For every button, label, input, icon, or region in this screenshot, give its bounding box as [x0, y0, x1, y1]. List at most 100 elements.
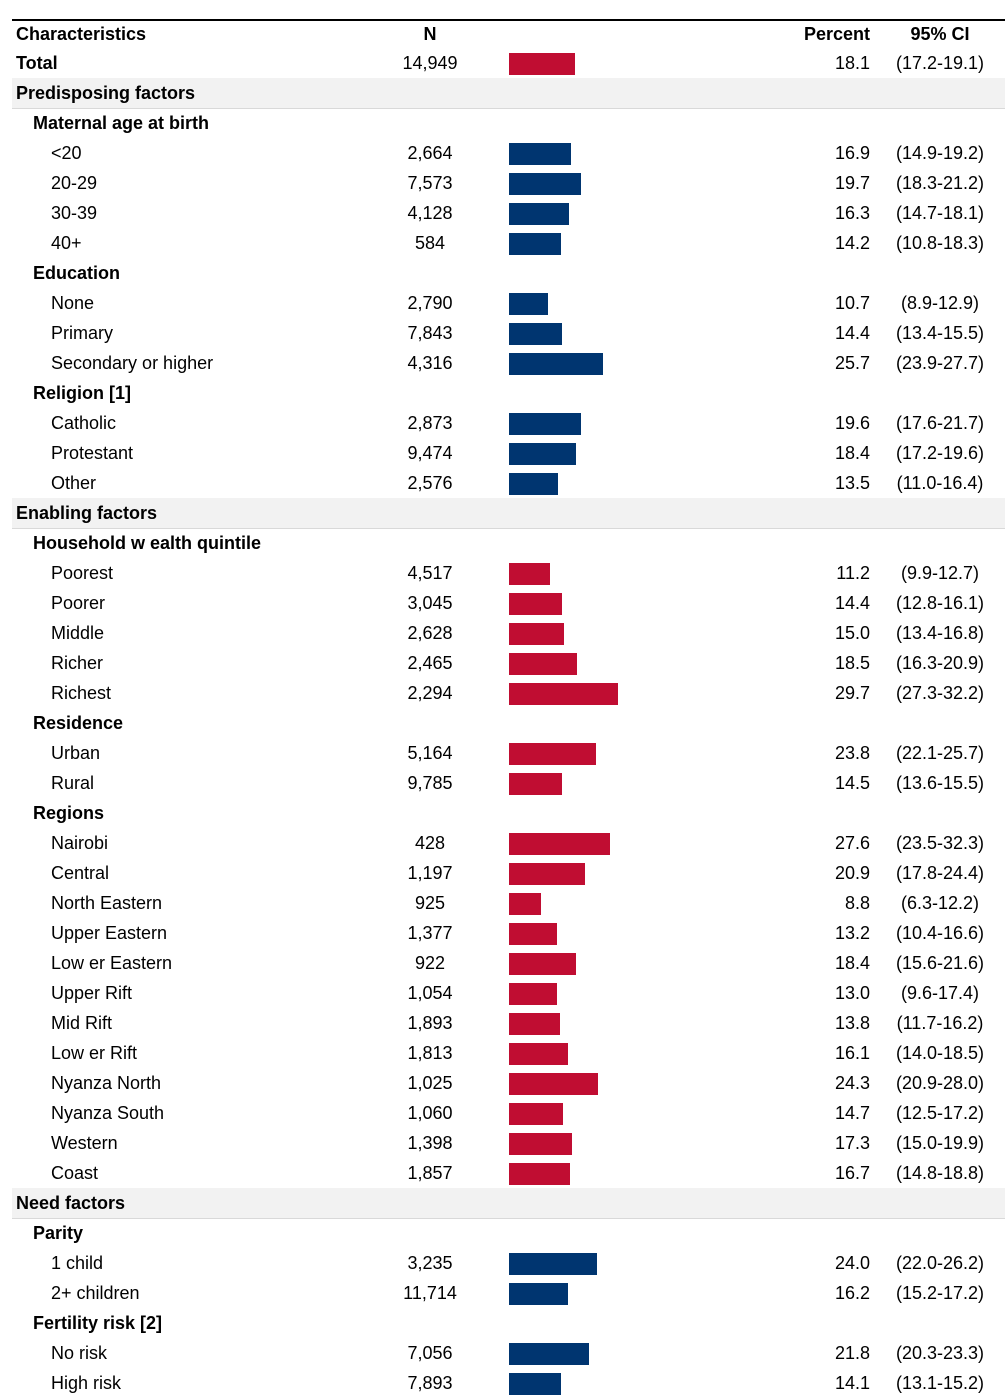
row-percent: 19.6	[834, 413, 870, 433]
table-row: 1 child 3,235 24.0 (22.0-26.2)	[12, 1248, 1005, 1278]
row-n: 1,060	[407, 1103, 453, 1123]
row-label: Nyanza South	[51, 1103, 165, 1123]
table-row: North Eastern 925 8.8 (6.3-12.2)	[12, 888, 1005, 918]
bar	[509, 293, 548, 315]
row-percent: 18.4	[834, 953, 870, 973]
row-ci: (6.3-12.2)	[900, 893, 980, 913]
table-row: Urban 5,164 23.8 (22.1-25.7)	[12, 738, 1005, 768]
row-ci: (12.8-16.1)	[895, 593, 985, 613]
row-ci: (17.8-24.4)	[895, 863, 985, 883]
row-percent: 18.5	[834, 653, 870, 673]
group-header: Household w ealth quintile	[12, 528, 1005, 558]
row-label: Middle	[51, 623, 105, 643]
row-percent: 13.0	[834, 983, 870, 1003]
row-n: 7,056	[407, 1343, 453, 1363]
row-percent: 17.3	[834, 1133, 870, 1153]
row-n: 7,573	[407, 173, 453, 193]
row-label: Protestant	[51, 443, 134, 463]
row-ci: (14.9-19.2)	[895, 143, 985, 163]
row-label: 20-29	[51, 173, 98, 193]
table-row: None 2,790 10.7 (8.9-12.9)	[12, 288, 1005, 318]
row-label: Regions	[33, 803, 105, 823]
row-percent: 13.2	[834, 923, 870, 943]
row-n: 2,628	[407, 623, 453, 643]
row-label: Nyanza North	[51, 1073, 162, 1093]
row-percent: 27.6	[834, 833, 870, 853]
row-n: 11,714	[403, 1283, 457, 1303]
row-n: 7,843	[407, 323, 453, 343]
table-row: 40+ 584 14.2 (10.8-18.3)	[12, 228, 1005, 258]
table-row: 30-39 4,128 16.3 (14.7-18.1)	[12, 198, 1005, 228]
row-label: 2+ children	[51, 1283, 140, 1303]
bar	[509, 1133, 572, 1155]
group-header: Residence	[12, 708, 1005, 738]
bar	[509, 593, 562, 615]
table-row: Catholic 2,873 19.6 (17.6-21.7)	[12, 408, 1005, 438]
row-percent: 24.3	[834, 1073, 870, 1093]
bar	[509, 353, 603, 375]
row-n: 3,235	[407, 1253, 453, 1273]
row-n: 2,294	[407, 683, 453, 703]
row-ci: (8.9-12.9)	[900, 293, 980, 313]
group-header: Religion [1]	[12, 378, 1005, 408]
row-ci: (11.7-16.2)	[896, 1013, 984, 1033]
row-ci: (13.6-15.5)	[895, 773, 985, 793]
row-percent: 20.9	[834, 863, 870, 883]
row-n: 2,790	[407, 293, 453, 313]
row-percent: 16.9	[834, 143, 870, 163]
row-ci: (11.0-16.4)	[896, 473, 984, 493]
row-label: Rural	[51, 773, 95, 793]
bar	[509, 773, 562, 795]
row-label: Poorer	[51, 593, 106, 613]
row-percent: 14.1	[834, 1373, 870, 1393]
row-n: 9,785	[407, 773, 453, 793]
row-label: Low er Eastern	[51, 953, 173, 973]
row-ci: (10.8-18.3)	[895, 233, 985, 253]
row-ci: (9.9-12.7)	[900, 563, 980, 583]
row-ci: (22.0-26.2)	[895, 1253, 985, 1273]
row-percent: 8.8	[844, 893, 870, 913]
row-ci: (18.3-21.2)	[895, 173, 985, 193]
row-label: Coast	[51, 1163, 99, 1183]
row-n: 428	[414, 833, 446, 853]
row-ci: (22.1-25.7)	[895, 743, 985, 763]
row-ci: (9.6-17.4)	[900, 983, 980, 1003]
group-header: Regions	[12, 798, 1005, 828]
row-ci: (14.8-18.8)	[895, 1163, 985, 1183]
row-percent: 14.4	[834, 593, 870, 613]
row-label: Upper Eastern	[51, 923, 168, 943]
row-n: 2,664	[407, 143, 453, 163]
row-n: 1,813	[407, 1043, 453, 1063]
bar	[509, 653, 577, 675]
row-percent: 16.3	[834, 203, 870, 223]
row-n: 4,316	[407, 353, 453, 373]
bar	[509, 683, 618, 705]
bar	[509, 863, 585, 885]
row-n: 584	[414, 233, 446, 253]
row-n: 1,398	[407, 1133, 453, 1153]
header-percent: Percent	[803, 24, 870, 44]
table-row: High risk 7,893 14.1 (13.1-15.2)	[12, 1368, 1005, 1398]
row-ci: (12.5-17.2)	[895, 1103, 985, 1123]
row-n: 3,045	[407, 593, 453, 613]
bar	[509, 1163, 570, 1185]
bar	[509, 53, 575, 75]
row-label: Upper Rift	[51, 983, 133, 1003]
table-row: 2+ children 11,714 16.2 (15.2-17.2)	[12, 1278, 1005, 1308]
bar	[509, 1253, 597, 1275]
row-label: 1 child	[51, 1253, 104, 1273]
row-n: 7,893	[407, 1373, 453, 1393]
row-percent: 25.7	[834, 353, 870, 373]
row-n: 14,949	[402, 53, 458, 73]
header-characteristics: Characteristics	[16, 24, 147, 44]
row-label: 40+	[51, 233, 82, 253]
row-percent: 21.8	[834, 1343, 870, 1363]
table-row: 20-29 7,573 19.7 (18.3-21.2)	[12, 168, 1005, 198]
row-n: 2,873	[407, 413, 453, 433]
row-label: None	[51, 293, 95, 313]
row-n: 1,377	[407, 923, 453, 943]
row-label: Low er Rift	[51, 1043, 138, 1063]
bar	[509, 323, 562, 345]
row-ci: (17.6-21.7)	[895, 413, 985, 433]
table-row: Richest 2,294 29.7 (27.3-32.2)	[12, 678, 1005, 708]
